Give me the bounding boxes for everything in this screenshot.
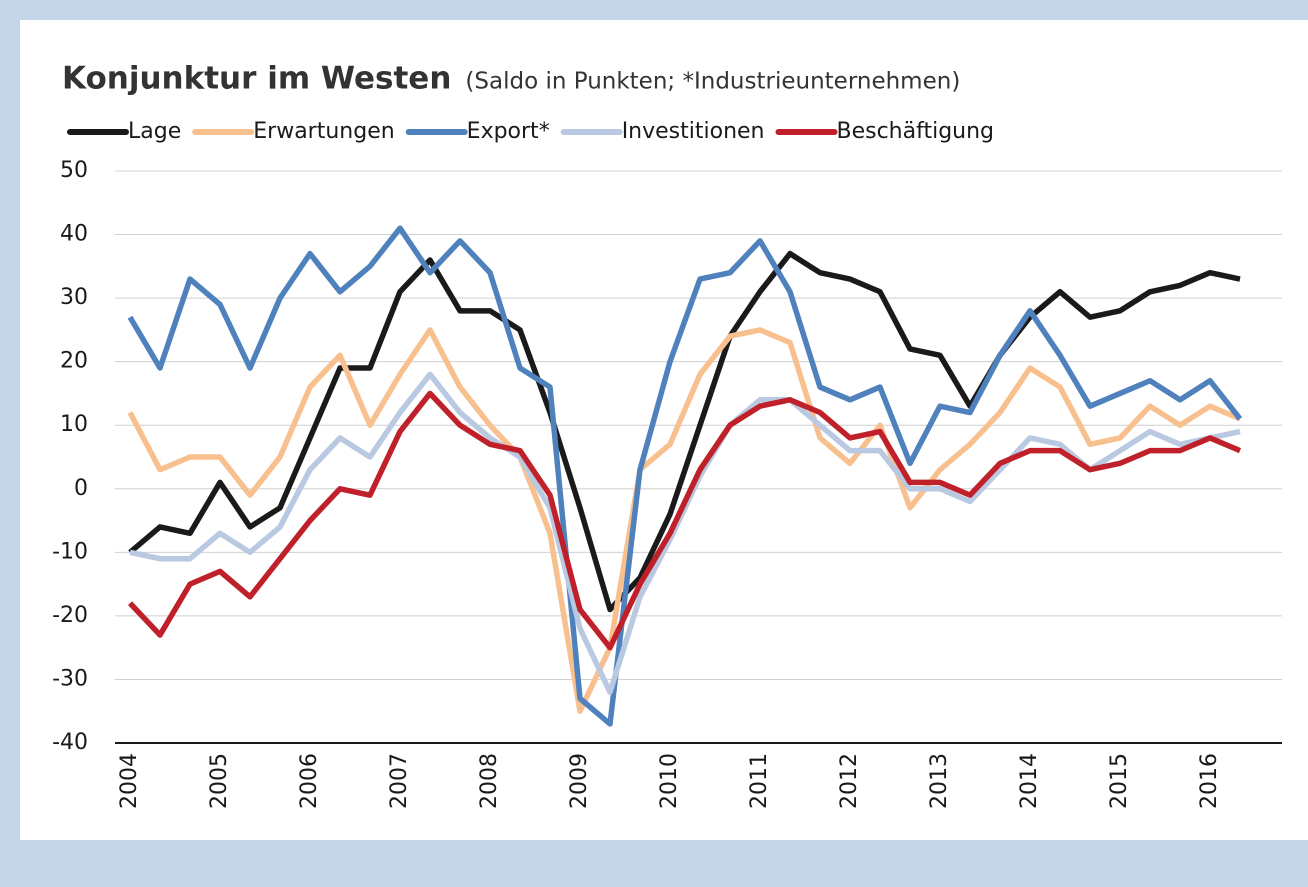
y-tick-label: 0 (74, 476, 88, 501)
legend-label: Erwartungen (253, 119, 394, 144)
x-tick-label: 2006 (297, 753, 322, 809)
x-tick-label: 2014 (1017, 753, 1042, 809)
series-line (127, 327, 1242, 714)
x-tick-label: 2016 (1197, 753, 1222, 809)
series-line (127, 225, 1243, 727)
y-tick-label: -20 (52, 603, 88, 628)
x-tick-label: 2012 (837, 753, 862, 809)
legend-label: Lage (128, 119, 181, 144)
chart-title: Konjunktur im Westen (62, 61, 451, 97)
x-tick-label: 2010 (657, 753, 682, 809)
y-tick-label: 50 (60, 158, 88, 183)
series-line (128, 250, 1241, 613)
y-tick-label: 30 (60, 285, 88, 310)
x-tick-label: 2008 (477, 753, 502, 809)
chart-subtitle: (Saldo in Punkten; *Industrieunternehmen… (465, 69, 960, 95)
y-tick-label: -30 (52, 666, 88, 691)
legend-label: Beschäftigung (837, 119, 995, 144)
panel (20, 20, 1308, 840)
legend-label: Export* (467, 119, 550, 144)
x-tick-label: 2011 (747, 753, 772, 809)
y-tick-label: -40 (52, 730, 88, 755)
series-line (128, 390, 1242, 651)
x-tick-label: 2013 (927, 753, 952, 809)
legend-label: Investitionen (622, 119, 765, 144)
y-tick-label: 40 (60, 222, 88, 247)
x-tick-label: 2007 (387, 753, 412, 809)
y-tick-label: 20 (60, 349, 88, 374)
x-tick-label: 2004 (117, 753, 142, 809)
y-tick-label: 10 (60, 412, 88, 437)
x-tick-label: 2015 (1107, 753, 1132, 809)
y-tick-label: -10 (52, 539, 88, 564)
x-tick-label: 2005 (207, 753, 232, 809)
x-tick-label: 2009 (567, 753, 592, 809)
